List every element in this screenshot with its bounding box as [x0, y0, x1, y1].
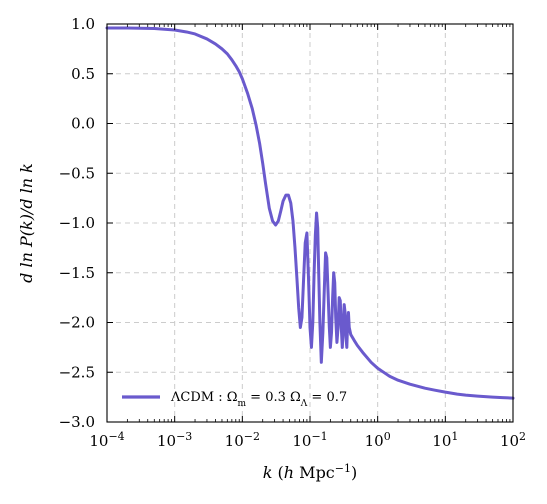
x-title-h: h: [284, 463, 294, 482]
legend-label-part: = 0.7: [307, 390, 347, 405]
y-tick-label: −3.0: [59, 413, 95, 431]
series-line: [105, 26, 515, 400]
x-tick-label: 100: [365, 430, 391, 451]
y-tick-label: 0.0: [71, 115, 95, 133]
x-tick-label: 10−4: [89, 430, 124, 451]
legend-label-part: ΛCDM : Ω: [170, 390, 238, 405]
y-tick-label: −1.5: [59, 264, 95, 282]
x-title-unit: Mpc: [294, 463, 335, 482]
series-line-group: [105, 26, 515, 400]
y-tick-label: 0.5: [71, 65, 95, 83]
legend-label: ΛCDM : Ωm = 0.3 ΩΛ = 0.7: [170, 390, 347, 409]
legend-label-part: = 0.3 Ω: [246, 390, 301, 405]
x-title-part: (: [272, 463, 283, 482]
x-title-k: k: [263, 463, 273, 482]
x-tick-label: 10−3: [157, 430, 192, 451]
legend-sub-lambda: Λ: [300, 399, 308, 409]
x-tick-label: 102: [500, 430, 526, 451]
y-tick-label: 1.0: [71, 15, 95, 33]
legend-sub-m: m: [238, 399, 247, 409]
x-tick-label: 10−2: [225, 430, 260, 451]
y-tick-label: −1.0: [59, 214, 95, 232]
x-title-part: ): [351, 463, 357, 482]
x-axis-title: k (h Mpc−1): [263, 462, 357, 483]
y-tick-label: −0.5: [59, 164, 95, 182]
ticks: [106, 23, 514, 423]
tick-labels: 10−4 10−3 10−2 10−1 100 101 102 1.0 0.5 0.0 −0.5 −1…: [59, 15, 526, 450]
x-tick-label: 10−1: [292, 430, 327, 451]
legend: ΛCDM : Ωm = 0.3 ΩΛ = 0.7: [122, 390, 347, 409]
x-tick-label: 101: [432, 430, 458, 451]
y-tick-label: −2.5: [59, 363, 95, 381]
y-tick-label: −2.0: [59, 314, 95, 332]
y-axis-title: d ln P(k)/d ln k: [17, 163, 36, 283]
x-title-exp: −1: [335, 462, 351, 475]
